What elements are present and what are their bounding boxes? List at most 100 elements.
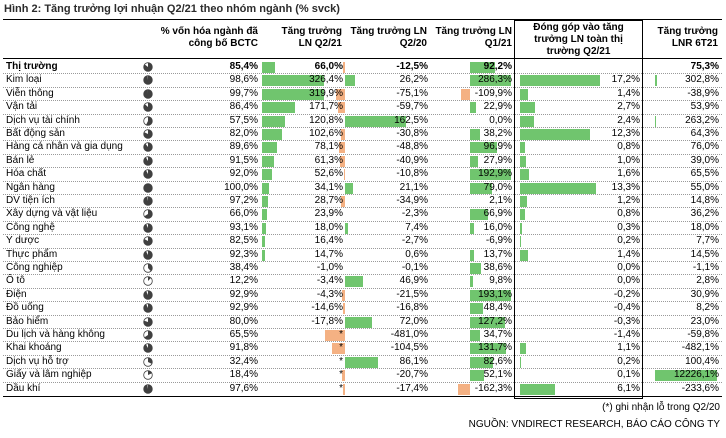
q221-value: 23,9% [314, 208, 343, 220]
row-divider [3, 127, 722, 128]
q220-bar [335, 88, 345, 100]
contrib-bar [520, 142, 525, 154]
q121-value: 34,7% [483, 329, 512, 340]
contrib-bar [520, 249, 528, 261]
cap-value: 97,6% [229, 382, 258, 394]
row-divider [3, 207, 722, 209]
sector-name: Kim loại [6, 74, 42, 86]
coverage-pie-icon [143, 343, 153, 354]
q121-bar [470, 209, 489, 221]
q221-bar [262, 222, 266, 234]
h121-value: 2,8% [696, 275, 719, 287]
q220-bar [345, 222, 348, 234]
contrib-bar [520, 356, 522, 368]
h121-value: 65,5% [690, 168, 719, 180]
q121-bar [461, 88, 470, 100]
h121-value: -1,1% [692, 262, 719, 273]
contrib-bar [520, 343, 527, 355]
q121-value: 38,2% [483, 128, 512, 139]
h121-value: 12226,1% [673, 369, 719, 381]
q121-bar [470, 249, 474, 261]
h121-value: 23,0% [690, 315, 719, 327]
q121-bar [470, 276, 473, 288]
q221-value: 102,6% [309, 128, 343, 139]
q220-value: -75,1% [396, 87, 428, 99]
cap-value: 100,0% [224, 181, 258, 193]
q221-bar [262, 155, 274, 167]
q220-bar [345, 276, 363, 288]
contrib-bar [520, 169, 530, 181]
q121-value: 27,9% [483, 154, 512, 166]
q221-value: 28,7% [314, 195, 343, 206]
coverage-pie-icon [143, 263, 153, 273]
q121-value: -6,9% [485, 235, 512, 247]
q221-value: -17,8% [311, 315, 343, 327]
cap-value: 66,0% [229, 208, 258, 220]
q220-value: 162,5% [394, 114, 428, 126]
row-divider [3, 194, 722, 195]
q221-bar [262, 169, 273, 181]
q121-value: -109,9% [474, 87, 512, 99]
q220-value: -16,8% [396, 302, 428, 314]
row-divider [3, 287, 722, 289]
row-divider [3, 153, 722, 155]
q121-value: 131,7% [478, 342, 512, 354]
q220-bar [342, 289, 345, 301]
cap-value: 92,3% [229, 248, 258, 260]
q221-value: 171,7% [309, 101, 343, 113]
coverage-pie-icon [143, 383, 153, 394]
cap-value: 97,2% [229, 195, 258, 206]
h121-value: -59,8% [687, 329, 719, 340]
q121-value: 286,3% [478, 74, 512, 86]
cap-value: 57,5% [229, 114, 258, 126]
q121-value: 192,9% [478, 168, 512, 180]
q220-value: -104,5% [390, 342, 428, 354]
contrib-bar [520, 182, 596, 194]
h121-bar [655, 75, 657, 87]
contrib-value: 0,0% [617, 262, 640, 273]
q221-value: 120,8% [309, 114, 343, 126]
q121-value: 79,0% [483, 181, 512, 193]
q121-value: -162,3% [474, 382, 512, 394]
sector-name: Dịch vụ tài chính [6, 114, 80, 126]
top-rule [3, 19, 722, 20]
cap-value: 91,5% [229, 154, 258, 166]
sector-name: Thị trường [6, 61, 58, 72]
q221-bar [262, 88, 324, 100]
sector-name: Giấy và lâm nghiệp [6, 369, 92, 381]
coverage-pie-icon [143, 156, 153, 166]
contrib-value: 2,4% [617, 114, 640, 126]
row-divider [3, 73, 722, 75]
q121-value: 96,9% [483, 141, 512, 153]
contrib-value: 12,3% [611, 128, 640, 139]
row-divider [3, 314, 722, 316]
q121-value: 52,1% [483, 369, 512, 381]
contrib-value: 0,8% [617, 208, 640, 220]
q220-value: -48,8% [396, 141, 428, 153]
q220-bar [343, 62, 345, 73]
contrib-value: 13,3% [611, 181, 640, 193]
contrib-value: 0,1% [617, 369, 640, 381]
q220-value: -20,7% [396, 369, 428, 381]
contrib-value: -0,2% [613, 288, 640, 300]
contrib-bar [520, 222, 522, 234]
contrib-bar [520, 196, 527, 207]
q220-value: -17,4% [396, 382, 428, 394]
q121-bar [470, 303, 484, 315]
q221-value: -1,0% [316, 262, 343, 273]
q121-bar [470, 316, 505, 328]
table-bottom-rule [3, 395, 722, 397]
q220-value: -481,0% [390, 329, 428, 340]
q221-bar [262, 115, 286, 127]
q121-bar [470, 129, 481, 140]
contrib-value: 0,8% [617, 141, 640, 153]
q220-value: 0,6% [405, 248, 428, 260]
contrib-bar [520, 209, 525, 221]
q221-value: 66,0% [314, 61, 343, 72]
q220-bar [342, 303, 345, 315]
q220-bar [342, 370, 345, 382]
coverage-pie-icon [143, 236, 153, 246]
header-q221: Tăng trưởng LN Q2/21 [281, 26, 342, 49]
coverage-pie-icon [143, 182, 153, 193]
h121-value: 75,3% [690, 61, 719, 72]
